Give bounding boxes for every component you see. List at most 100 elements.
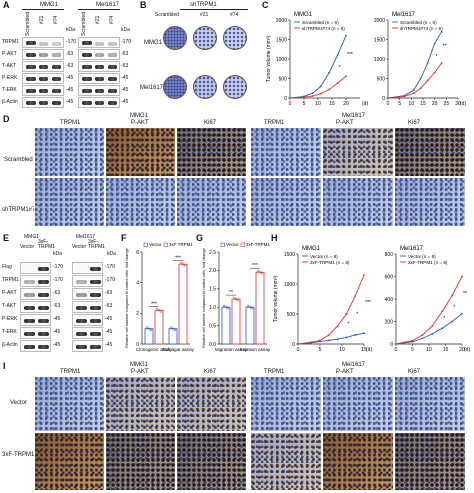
replicate-point (183, 264, 187, 267)
legend-label: Vector (n = 8) (408, 254, 436, 259)
shrna-header: shTRPM1 (190, 2, 217, 8)
data-point (440, 62, 443, 64)
ihc-col-label: TRPM1 (60, 120, 81, 126)
blot-row-label: P-ERK (2, 316, 18, 322)
kda-marker: -45 (121, 75, 129, 81)
bar (178, 263, 188, 345)
x-tick-label: 20 (343, 101, 349, 107)
y-tick-label: 0 (292, 342, 295, 348)
y-tick-label: 2000 (374, 18, 385, 24)
kda-marker: -45 (53, 342, 61, 348)
y-tick-label: 1500 (284, 252, 295, 258)
y-tick-label: 1.0 (209, 305, 216, 311)
col-label: Vector (72, 244, 87, 250)
col-label: 3xF-TRPM1 (88, 239, 105, 250)
y-tick-label: 0.0 (209, 342, 216, 348)
data-point (319, 85, 322, 88)
group-line (78, 9, 120, 10)
bar (221, 306, 231, 345)
x-tick-label: 10 (315, 101, 321, 107)
group-label-mmg1: MMG1 (40, 2, 58, 8)
replicate-point (171, 327, 175, 330)
replicate-point (256, 269, 260, 273)
col-label: #74 (230, 12, 239, 18)
series-line (395, 276, 463, 345)
ihc-col-label: Ki67 (204, 120, 217, 126)
kda-label: kDa (121, 27, 130, 33)
x-axis-label: (d) (366, 347, 372, 353)
data-point (419, 77, 422, 80)
replicate-point (250, 307, 254, 310)
replicate-point (248, 306, 252, 309)
significance-annotation: * (453, 305, 455, 311)
legend-label: shTRPM1#74 (n = 6) (400, 26, 443, 31)
y-tick-label: 0 (284, 96, 287, 102)
significance-annotation: ** (443, 43, 447, 49)
series-line (297, 274, 365, 345)
y-tick-label: 2.0 (209, 268, 216, 274)
y-tick-label: 0 (382, 96, 385, 102)
data-point (411, 339, 414, 342)
replicate-point (246, 304, 250, 308)
data-point (319, 339, 321, 342)
significance-annotation: ** (463, 291, 467, 297)
group-label-mel1617: Mel1617 (76, 234, 96, 240)
chart-title: Mel1617 (392, 12, 416, 18)
y-tick-label: 4 (136, 280, 139, 286)
data-point (412, 92, 415, 95)
y-tick-label: 1000 (374, 57, 385, 63)
kda-marker: -45 (66, 75, 74, 81)
x-axis-label: (d) (362, 101, 368, 107)
panel-label-b: B (140, 0, 147, 10)
replicate-point (149, 328, 153, 332)
chart-title: MMG1 (294, 12, 313, 18)
kda-marker: -63 (66, 63, 74, 69)
data-point (363, 332, 365, 335)
x-tick-label: 0 (297, 347, 300, 353)
x-tick-label: 5 (411, 347, 414, 353)
y-axis-label: Relative cell number compared to control… (202, 248, 206, 347)
x-tick-label: 10 (426, 347, 432, 353)
x-tick-label: 10 (409, 101, 415, 107)
series-line (387, 62, 443, 99)
legend-label: Vector (n = 8) (310, 254, 338, 259)
kda-marker: -63 (121, 63, 129, 69)
data-point (412, 89, 415, 92)
series-line (297, 332, 365, 345)
significance-annotation: * (347, 322, 349, 328)
legend-label: Scrambled (n = 6) (400, 20, 437, 25)
y-tick-label: 2.5 (209, 250, 216, 256)
replicate-point (179, 261, 183, 265)
replicate-point (234, 297, 238, 301)
data-point (461, 275, 463, 278)
replicate-point (226, 307, 230, 310)
blot-row-label: T-AKT (2, 303, 17, 309)
y-tick-label: 1000 (276, 57, 287, 63)
ihc-row-label: 3xF-TRPM1 (2, 452, 35, 458)
y-tick-label: 1.5 (209, 287, 216, 293)
bar (144, 328, 154, 345)
chart-title: MMG1 (302, 246, 321, 252)
significance-annotation: *** (175, 255, 181, 261)
y-tick-label: 200 (385, 319, 394, 325)
x-category-label: Soft agar assay (162, 347, 194, 352)
chart-title: Mel1617 (400, 246, 424, 252)
data-point (336, 325, 339, 327)
legend-label: 3xF-TRPM1 (246, 242, 270, 247)
kda-marker: -45 (105, 316, 113, 322)
data-point (289, 97, 291, 99)
replicate-point (147, 327, 151, 330)
panel-label-c: C (262, 0, 269, 10)
kda-label: kDa (66, 27, 75, 33)
data-point (319, 92, 322, 95)
x-tick-label: 10 (339, 347, 345, 353)
replicate-point (145, 326, 149, 329)
x-tick-label: 5 (303, 101, 306, 107)
bar (255, 271, 265, 345)
data-point (431, 332, 434, 335)
replicate-point (224, 306, 228, 309)
col-label: Scrambled (25, 12, 31, 36)
replicate-point (260, 272, 264, 275)
kda-marker: -170 (121, 39, 132, 45)
